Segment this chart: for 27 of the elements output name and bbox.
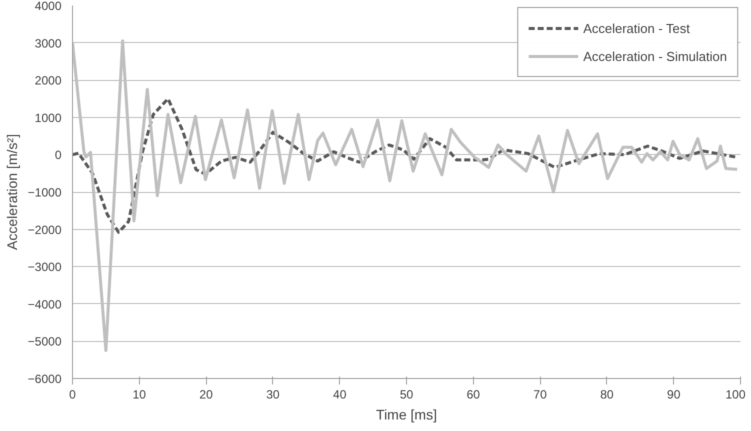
x-tick-label: 0 bbox=[69, 388, 76, 402]
y-tick-label: 3000 bbox=[34, 36, 62, 50]
y-tick-label: 0 bbox=[54, 148, 62, 162]
x-tick-label: 70 bbox=[533, 388, 548, 402]
y-tick-label: 1000 bbox=[34, 110, 62, 125]
y-tick-label: −1000 bbox=[28, 186, 62, 200]
x-tick-label: 80 bbox=[600, 388, 614, 402]
line-series bbox=[72, 39, 739, 352]
x-tick-label: 20 bbox=[199, 388, 214, 402]
y-axis-title: Acceleration [m/s²] bbox=[4, 134, 20, 250]
legend-label: Acceleration - Simulation bbox=[583, 48, 727, 64]
y-tick-label: −5000 bbox=[28, 334, 62, 349]
x-tick-label: 10 bbox=[132, 388, 146, 402]
y-tick-label: −3000 bbox=[28, 260, 62, 274]
y-tick-label: −6000 bbox=[28, 372, 62, 386]
x-tick-label: 40 bbox=[333, 388, 347, 402]
x-tick-label: 100 bbox=[725, 388, 746, 402]
y-tick-label: −2000 bbox=[28, 222, 62, 237]
x-tick-label: 50 bbox=[400, 388, 414, 402]
x-tick-label: 60 bbox=[466, 388, 480, 402]
x-tick-label: 30 bbox=[266, 388, 280, 402]
y-tick-label: −4000 bbox=[28, 297, 62, 312]
y-tick-label: 2000 bbox=[34, 74, 62, 88]
y-tick-label: 4000 bbox=[34, 0, 62, 13]
x-axis-title: Time [ms] bbox=[376, 406, 437, 422]
legend-label: Acceleration - Test bbox=[583, 20, 690, 36]
x-tick-label: 90 bbox=[667, 388, 681, 402]
